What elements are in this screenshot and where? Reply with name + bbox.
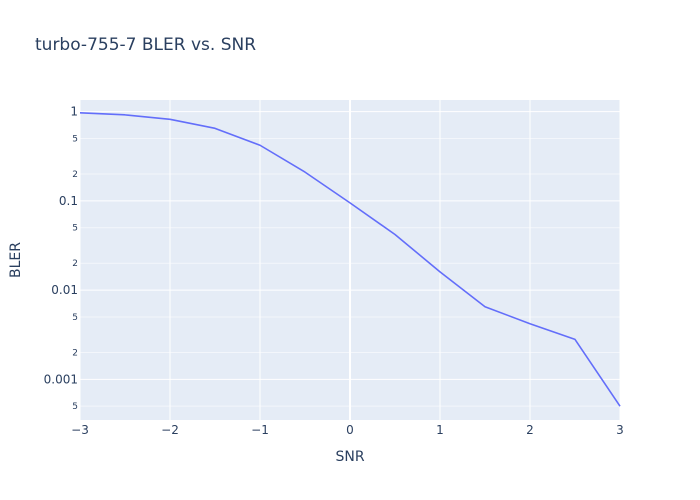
tick-labels: −3 −2 −1 0 1 2 3 1 0.1 0.01 0.001 5 2 5 2 5 2 5 [44,105,624,437]
x-tick-label: −2 [161,423,179,437]
x-tick-label: 3 [616,423,624,437]
series-line [79,112,621,407]
x-tick-label: 0 [346,423,354,437]
x-tick-label: −1 [251,423,269,437]
y-axis-title: BLER [8,242,24,278]
y-tick-label: 0.1 [59,194,78,208]
y-tick-label: 0.01 [51,283,78,297]
y-minor-tick-label: 5 [72,224,78,234]
y-minor-tick-label: 2 [72,170,78,180]
y-minor-tick-label: 5 [72,402,78,412]
grid [79,100,621,420]
x-tick-label: −3 [71,423,89,437]
x-axis-title: SNR [335,449,364,465]
chart-title: turbo-755-7 BLER vs. SNR [35,35,256,55]
x-tick-label: 1 [436,423,444,437]
y-minor-tick-label: 5 [72,313,78,323]
y-minor-tick-label: 5 [72,134,78,144]
y-minor-tick-label: 2 [72,348,78,358]
y-minor-tick-label: 2 [72,259,78,269]
y-tick-label: 0.001 [44,372,78,386]
y-tick-label: 1 [70,105,78,119]
series-layer [79,112,621,407]
x-tick-label: 2 [526,423,534,437]
